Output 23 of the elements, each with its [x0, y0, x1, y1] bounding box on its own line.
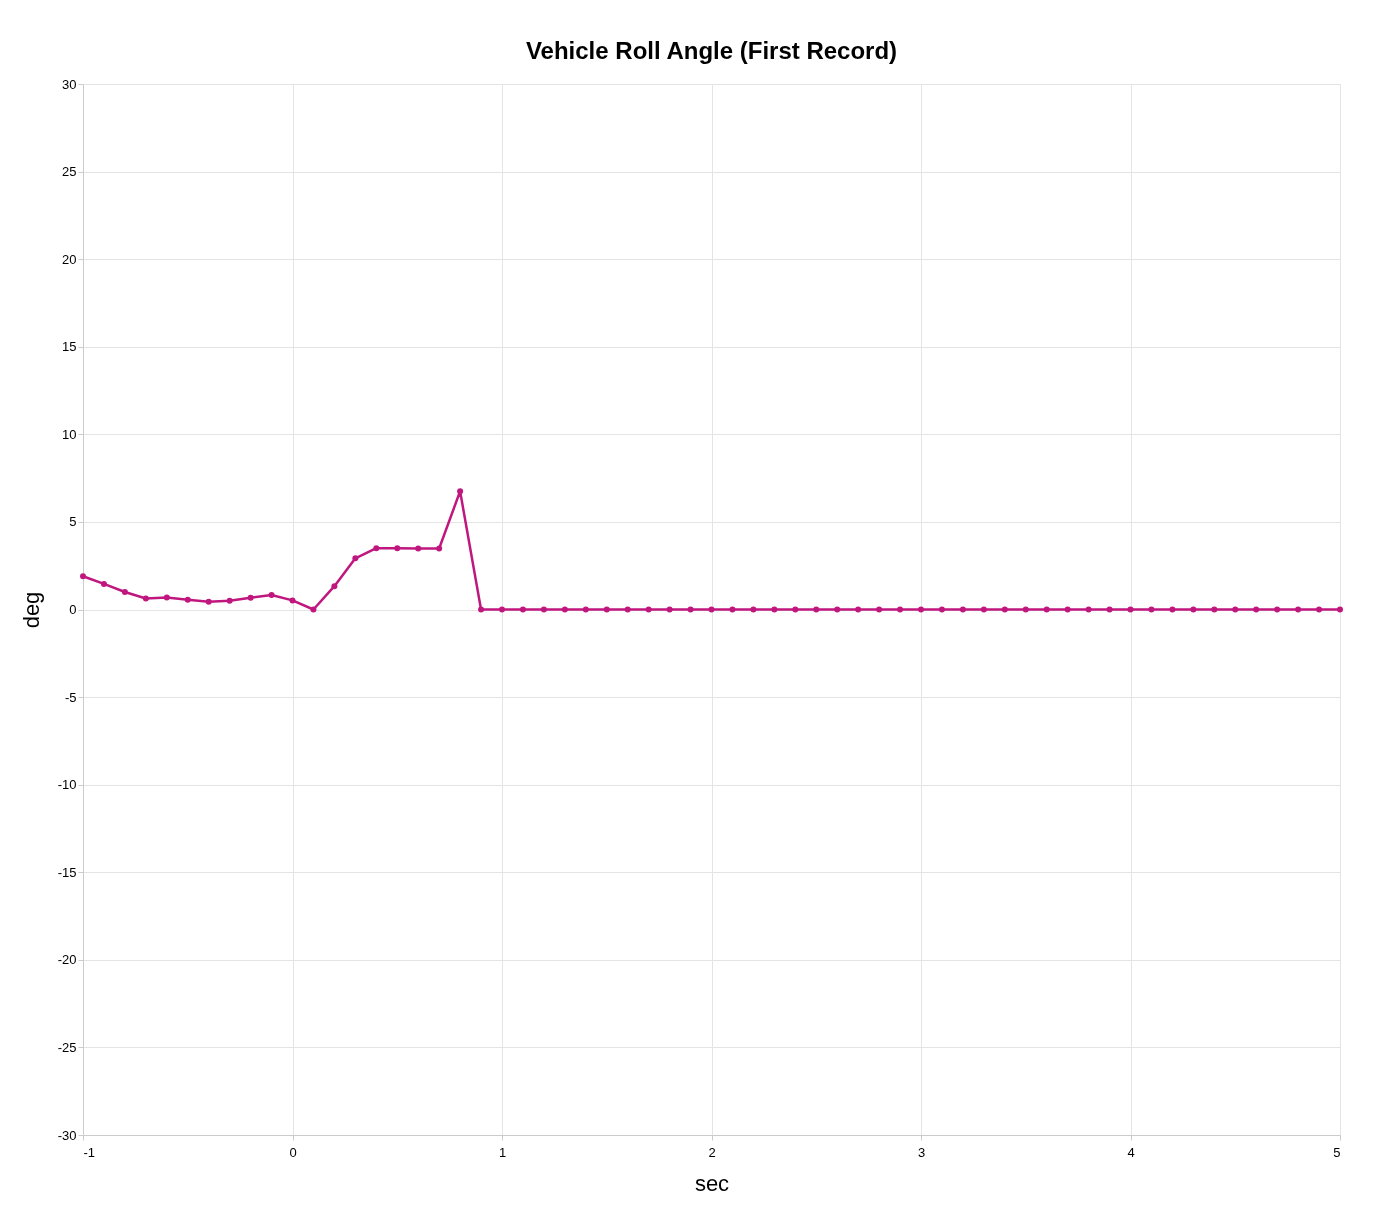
y-axis-title: deg — [18, 591, 44, 629]
x-tick-label: 4 — [1127, 1144, 1135, 1160]
x-tick-label: 2 — [708, 1144, 716, 1160]
x-tick-label: -1 — [83, 1144, 96, 1160]
y-tick-label: 20 — [62, 251, 77, 267]
y-tick-label: -20 — [57, 952, 77, 968]
y-tick-label: 10 — [62, 426, 77, 442]
x-tick-label: 5 — [1333, 1144, 1341, 1160]
y-tick-label: 5 — [69, 514, 77, 530]
y-tick-label: 0 — [69, 602, 77, 617]
x-axis-title: sec — [694, 1170, 730, 1196]
y-tick-label: -15 — [57, 864, 77, 880]
y-tick-label: 15 — [62, 339, 77, 355]
y-tick-label: -5 — [64, 689, 77, 705]
y-tick-label: -30 — [57, 1127, 77, 1143]
x-tick-label: 1 — [498, 1144, 507, 1160]
y-tick-label: -25 — [57, 1039, 77, 1055]
y-tick-label: -10 — [57, 777, 77, 793]
y-tick-label: 30 — [62, 76, 77, 92]
x-tick-label: 0 — [289, 1144, 297, 1160]
y-tick-label: 25 — [62, 164, 77, 180]
chart-title: Vehicle Roll Angle (First Record) — [525, 37, 898, 64]
x-tick-label: 3 — [917, 1144, 926, 1160]
